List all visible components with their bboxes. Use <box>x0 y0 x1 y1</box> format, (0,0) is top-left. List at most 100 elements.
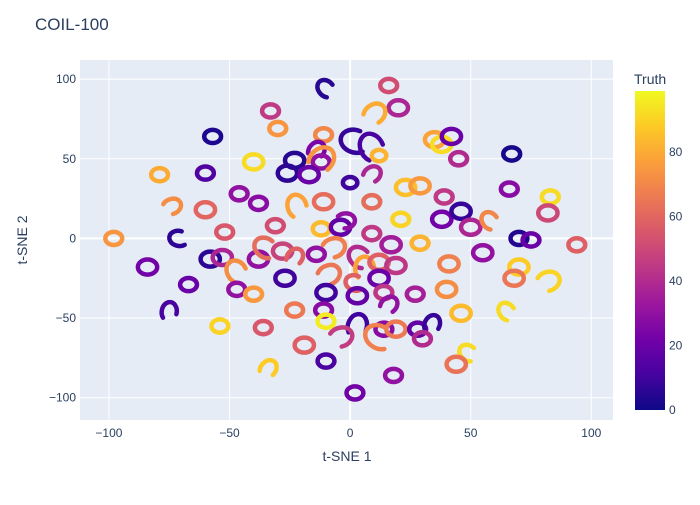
cluster-point <box>421 312 443 332</box>
cluster-point <box>382 366 405 385</box>
y-tick-label: −50 <box>56 311 77 325</box>
cluster-point <box>257 357 279 378</box>
cluster-point <box>520 231 542 249</box>
cluster-point <box>404 285 426 303</box>
cluster-point <box>378 76 400 95</box>
colorbar <box>635 91 665 410</box>
y-tick-label: 100 <box>56 72 76 86</box>
cluster-point <box>297 164 322 185</box>
cluster-point <box>434 279 459 300</box>
cluster-point <box>247 194 270 213</box>
cluster-point <box>283 301 306 319</box>
cluster-point <box>508 229 530 248</box>
colorbar-tick-label: 60 <box>669 210 683 224</box>
x-tick-label: 50 <box>464 426 478 440</box>
cluster-point <box>315 262 343 287</box>
cluster-point <box>507 257 531 277</box>
colorbar-tick-label: 0 <box>669 403 676 417</box>
cluster-point <box>433 188 455 206</box>
chart-title: COIL-100 <box>35 15 109 34</box>
cluster-point <box>177 275 200 294</box>
x-tick-label: −50 <box>219 426 240 440</box>
cluster-point <box>444 354 469 375</box>
colorbar-title: Truth <box>634 71 666 87</box>
cluster-point <box>386 98 411 118</box>
x-tick-label: 0 <box>347 426 354 440</box>
cluster-point <box>275 163 300 183</box>
cluster-point <box>501 145 523 163</box>
x-axis-label: t-SNE 1 <box>322 448 371 464</box>
cluster-point <box>252 318 274 337</box>
cluster-point <box>194 164 217 182</box>
cluster-point <box>305 139 327 159</box>
cluster-point <box>369 147 389 164</box>
cluster-point <box>373 320 395 339</box>
cluster-point <box>535 269 562 294</box>
cluster-point <box>352 254 377 280</box>
cluster-point <box>224 258 248 285</box>
cluster-point <box>345 285 370 306</box>
y-tick-label: −100 <box>49 391 76 405</box>
cluster-point <box>338 127 365 156</box>
cluster-point <box>292 335 317 355</box>
y-tick-label: 50 <box>63 152 77 166</box>
cluster-point <box>241 152 266 172</box>
cluster-point <box>449 201 473 222</box>
cluster-point <box>315 352 337 370</box>
y-axis-label: t-SNE 2 <box>14 215 30 264</box>
cluster-point <box>314 282 338 303</box>
cluster-point <box>148 165 171 184</box>
cluster-point <box>390 210 412 229</box>
cluster-point <box>479 209 499 232</box>
cluster-point <box>305 245 328 264</box>
scatter-clusters <box>103 76 588 402</box>
cluster-point <box>357 131 386 163</box>
cluster-point <box>198 249 223 269</box>
cluster-point <box>335 211 358 231</box>
cluster-point <box>429 209 454 230</box>
cluster-point <box>242 285 265 303</box>
cluster-point <box>264 216 287 235</box>
cluster-point <box>439 126 464 147</box>
cluster-point <box>437 254 461 274</box>
x-tick-label: 100 <box>581 426 601 440</box>
plot-background <box>80 60 613 420</box>
cluster-point <box>310 153 332 171</box>
colorbar-tick-label: 20 <box>669 339 683 353</box>
cluster-point <box>267 119 289 138</box>
cluster-point <box>362 322 389 352</box>
cluster-point <box>361 101 388 125</box>
colorbar-tick-label: 80 <box>669 145 683 159</box>
cluster-point <box>411 329 434 348</box>
cluster-point <box>311 191 336 212</box>
cluster-point <box>284 246 306 266</box>
cluster-point <box>535 203 560 223</box>
cluster-point <box>408 176 432 196</box>
cluster-point <box>259 102 282 120</box>
cluster-point <box>273 268 297 289</box>
cluster-point <box>447 149 470 168</box>
y-tick-label: 0 <box>69 231 76 245</box>
colorbar-tick-labels: 0 20 40 60 80 <box>669 145 683 417</box>
cluster-point <box>377 294 400 315</box>
cluster-point <box>285 192 309 219</box>
cluster-point <box>210 247 235 268</box>
cluster-point <box>409 234 431 253</box>
cluster-point <box>361 224 383 243</box>
cluster-point <box>361 192 383 211</box>
cluster-point <box>306 145 337 172</box>
cluster-point <box>384 255 408 276</box>
cluster-point <box>193 199 218 220</box>
cluster-point <box>498 180 520 198</box>
cluster-point <box>470 242 495 263</box>
x-tick-labels: −100 −50 0 50 100 <box>95 426 601 440</box>
cluster-point <box>167 228 187 249</box>
cluster-point <box>566 235 588 254</box>
y-tick-labels: −100 −50 0 50 100 <box>49 72 76 405</box>
cluster-point <box>209 317 231 335</box>
cluster-point <box>103 229 125 248</box>
cluster-point <box>315 77 335 100</box>
cluster-point <box>496 300 516 323</box>
